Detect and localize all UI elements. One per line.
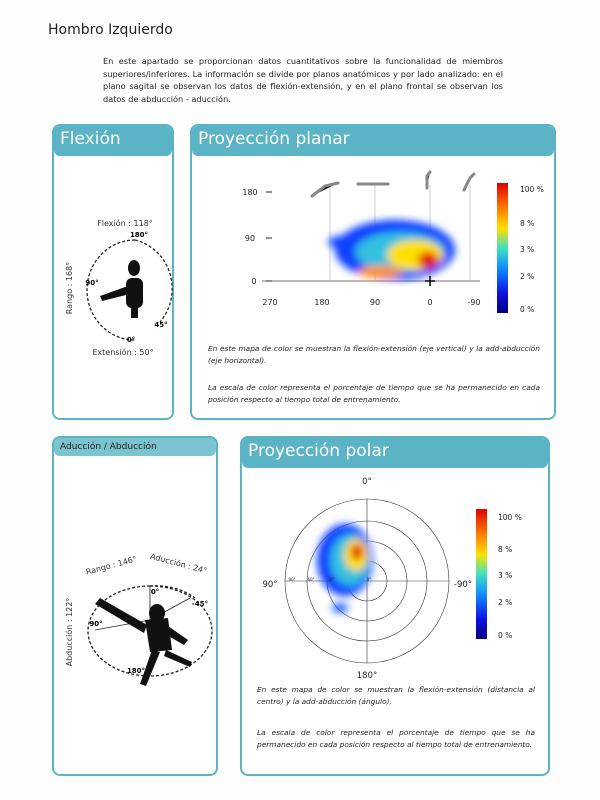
extension-label: Extensión : 50° <box>92 347 153 357</box>
range-label: Rango : 146° <box>85 554 138 576</box>
angle-label: 0° <box>127 336 135 344</box>
angle-label: -45° <box>192 600 208 608</box>
intro-text: En este apartado se proporcionan datos c… <box>103 56 503 104</box>
caption: La escala de color representa el porcent… <box>257 728 535 749</box>
abduction-panel: Aducción / Abducción <box>52 436 218 776</box>
page-title: Hombro Izquierdo <box>48 22 173 38</box>
panel-title: Flexión <box>54 126 172 156</box>
y-tick-label: 90 <box>245 234 255 243</box>
angle-label: -90° <box>454 580 472 590</box>
y-tick-label: 0 <box>251 277 256 286</box>
caption: La escala de color representa el porcent… <box>208 383 540 404</box>
colorbar-label: 100 % <box>520 185 544 194</box>
colorbar-label: 0 % <box>498 631 512 640</box>
colorbar-label: 2 % <box>520 272 534 281</box>
flexion-panel: Flexión <box>52 124 174 420</box>
panel-title: Aducción / Abducción <box>54 438 216 456</box>
x-tick-label: 270 <box>262 298 277 307</box>
colorbar-label: 2 % <box>498 598 512 607</box>
colorbar-label: 8 % <box>498 545 512 554</box>
ring-label: 0° <box>367 577 372 582</box>
angle-label: 90° <box>262 580 277 590</box>
ring-label: 30° <box>327 577 334 582</box>
x-tick-label: -90 <box>467 298 480 307</box>
abduction-figure: Rango : 146° Aducción : 24° 0° -45° 90° … <box>64 551 213 686</box>
x-tick-label: 0 <box>427 298 432 307</box>
angle-label: 90° <box>85 279 98 287</box>
ring-label: 60° <box>307 577 314 582</box>
panel-title: Proyección polar <box>242 438 548 468</box>
colorbar-label: 8 % <box>520 219 534 228</box>
y-tick-label: 180 <box>242 188 257 197</box>
caption: En este mapa de color se muestran la fle… <box>208 344 540 365</box>
colorbar-label: 3 % <box>498 571 512 580</box>
planar-map: 180 90 0 270 180 90 0 -90 100 % 8 % 3 % … <box>242 170 544 314</box>
angle-label: 0° <box>362 477 372 487</box>
x-tick-label: 180 <box>314 298 329 307</box>
ring-label: 90° <box>288 577 295 582</box>
flexion-figure: Flexión : 118° 180° 90° 45° 0° Rango : 1… <box>65 218 173 357</box>
polar-map: 0° 90° -90° 180° 90° 60° 30° 0° 100 % 8 … <box>262 477 522 681</box>
angle-label: 180° <box>357 671 377 681</box>
x-tick-label: 90 <box>370 298 380 307</box>
colorbar-label: 0 % <box>520 305 534 314</box>
polar-panel: Proyección polar <box>240 436 550 776</box>
panel-title: Proyección planar <box>192 126 554 156</box>
colorbar-label: 100 % <box>498 513 522 522</box>
angle-label: 0° <box>151 588 159 596</box>
flexion-label: Flexión : 118° <box>97 218 153 228</box>
angle-label: 90° <box>89 620 102 628</box>
colorbar-label: 3 % <box>520 245 534 254</box>
caption: En este mapa de color se muestran la fle… <box>257 685 535 706</box>
angle-label: 180° <box>130 231 148 239</box>
angle-label: 180° <box>127 667 145 675</box>
adduction-label: Aducción : 24° <box>149 551 208 576</box>
angle-label: 45° <box>154 321 167 329</box>
range-label: Rango : 168° <box>65 262 74 314</box>
abduction-label: Abducción : 122° <box>64 598 74 667</box>
